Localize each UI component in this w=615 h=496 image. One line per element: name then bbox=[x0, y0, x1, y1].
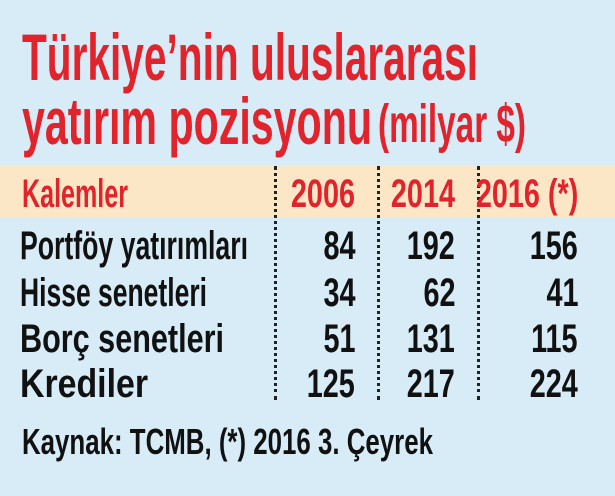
title-line-2: yatırım pozisyonu bbox=[22, 84, 372, 158]
cell-2016: 224 bbox=[529, 362, 578, 406]
cell-2016: 156 bbox=[529, 224, 578, 268]
cell-2014: 217 bbox=[406, 362, 455, 406]
cell-2016: 41 bbox=[545, 271, 578, 315]
row-label: Portföy yatırımları bbox=[20, 224, 248, 268]
column-divider bbox=[377, 166, 380, 400]
cell-2016: 115 bbox=[531, 317, 578, 361]
column-divider bbox=[274, 166, 277, 400]
source-note: Kaynak: TCMB, (*) 2016 3. Çeyrek bbox=[22, 421, 433, 462]
column-divider bbox=[477, 166, 480, 400]
cell-2014: 131 bbox=[406, 317, 455, 361]
header-2016: 2016 (*) bbox=[475, 172, 578, 216]
row-label: Krediler bbox=[20, 362, 148, 406]
title-line-1: Türkiye’nin uluslararası bbox=[22, 20, 478, 94]
header-2014: 2014 bbox=[390, 172, 455, 216]
title-unit: (milyar $) bbox=[378, 94, 526, 154]
header-kalemler: Kalemler bbox=[22, 172, 128, 216]
cell-2014: 62 bbox=[422, 271, 455, 315]
header-2006: 2006 bbox=[290, 172, 355, 216]
row-label: Borç senetleri bbox=[20, 317, 224, 361]
cell-2006: 125 bbox=[306, 362, 355, 406]
header-band bbox=[0, 165, 615, 218]
cell-2006: 51 bbox=[322, 317, 355, 361]
cell-2006: 34 bbox=[322, 271, 355, 315]
cell-2014: 192 bbox=[406, 224, 455, 268]
cell-2006: 84 bbox=[322, 224, 355, 268]
row-label: Hisse senetleri bbox=[20, 271, 207, 315]
